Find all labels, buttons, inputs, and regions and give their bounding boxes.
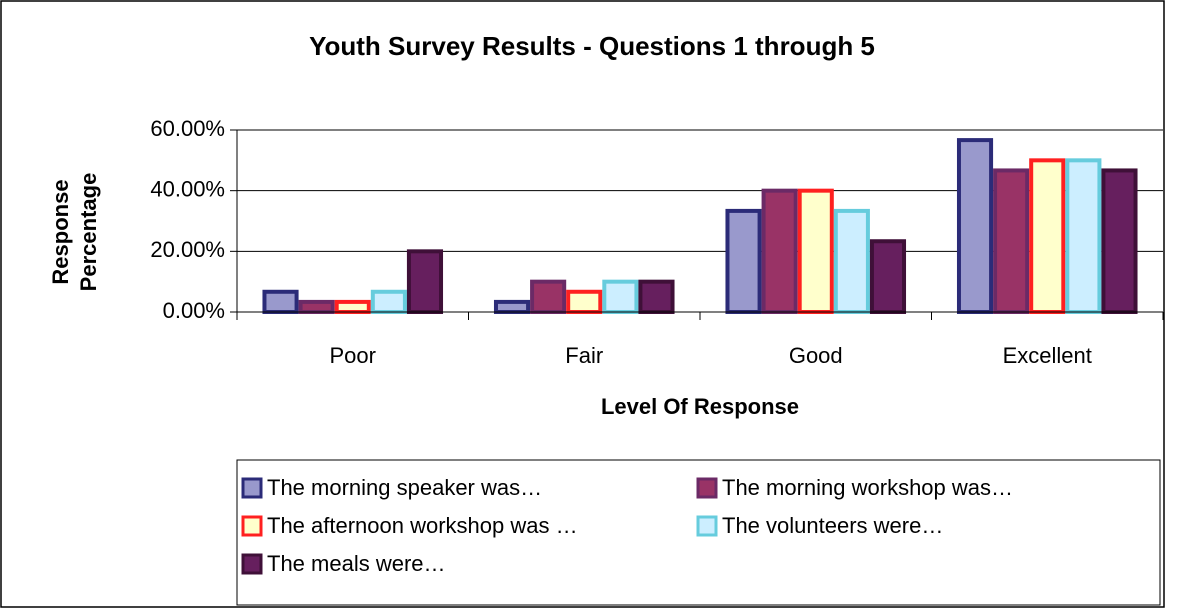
bar: [638, 279, 675, 314]
legend-swatch: [241, 553, 263, 575]
bar: [334, 299, 371, 314]
legend-label: The afternoon workshop was …: [267, 513, 578, 538]
bar: [530, 279, 567, 314]
bar: [1029, 158, 1066, 314]
y-tick-label: 0.00%: [163, 298, 225, 323]
bar: [566, 289, 603, 315]
legend-label: The meals were…: [267, 551, 446, 576]
legend-swatch: [696, 477, 718, 499]
bar: [1065, 158, 1102, 314]
bar: [993, 168, 1030, 314]
legend-swatch: [241, 515, 263, 537]
bar: [602, 279, 639, 314]
bar: [1101, 168, 1138, 314]
bar: [262, 289, 299, 315]
y-tick-label: 60.00%: [150, 116, 225, 141]
bar: [869, 239, 907, 314]
legend-swatch: [241, 477, 263, 499]
bar: [725, 208, 762, 314]
chart-title: Youth Survey Results - Questions 1 throu…: [309, 31, 875, 61]
y-tick-label: 20.00%: [150, 237, 225, 262]
legend-label: The morning speaker was…: [267, 475, 542, 500]
legend-swatch: [696, 515, 718, 537]
legend-label: The morning workshop was…: [722, 475, 1013, 500]
bar: [761, 188, 798, 315]
bar: [833, 208, 870, 314]
y-axis-title: Response Percentage: [48, 172, 101, 292]
x-tick-label: Poor: [330, 343, 376, 368]
x-tick-label: Excellent: [1003, 343, 1092, 368]
bar: [493, 299, 531, 314]
x-axis-title: Level Of Response: [601, 394, 799, 419]
bar: [956, 138, 994, 314]
x-tick-label: Good: [789, 343, 843, 368]
legend-label: The volunteers were…: [722, 513, 943, 538]
bar: [797, 188, 834, 315]
bar: [370, 289, 407, 315]
x-tick-label: Fair: [565, 343, 603, 368]
bar: [406, 249, 444, 314]
y-tick-label: 40.00%: [150, 176, 225, 201]
bar: [298, 299, 335, 314]
